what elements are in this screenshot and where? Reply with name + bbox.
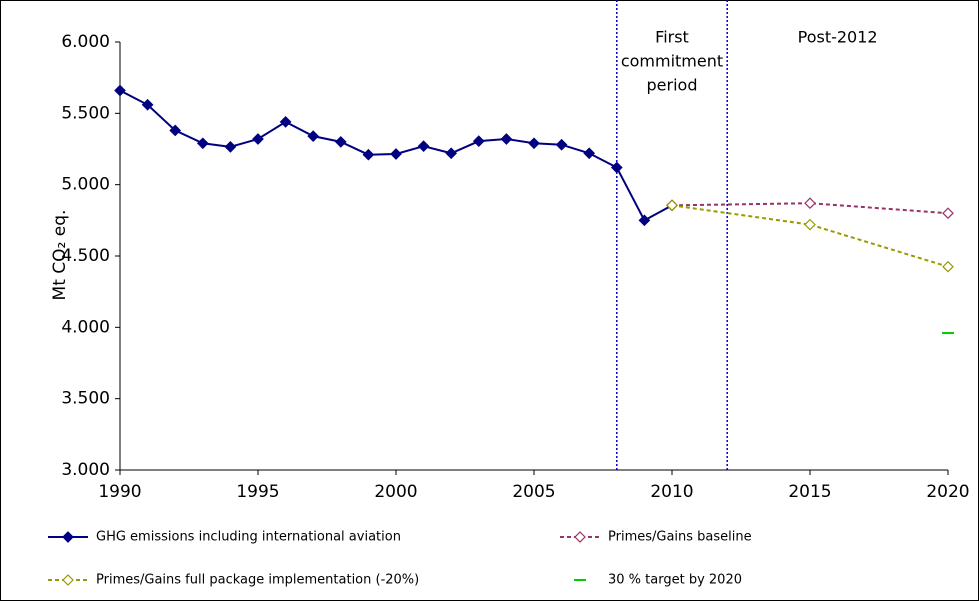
marker: [141, 98, 154, 111]
x-tick-label: 2010: [650, 482, 693, 502]
marker: [500, 133, 513, 145]
x-tick-label: 2005: [512, 482, 555, 502]
marker: [390, 148, 402, 160]
y-tick-label: 3.000: [61, 460, 110, 480]
y-tick-label: 4.500: [61, 246, 110, 266]
marker: [472, 135, 485, 148]
y-axis-label: Mt CO₂ eq.: [50, 210, 70, 301]
marker: [942, 260, 954, 273]
x-tick-label: 2000: [374, 482, 417, 502]
marker: [583, 147, 596, 160]
marker: [610, 161, 623, 174]
marker: [666, 199, 678, 212]
marker: [555, 138, 568, 151]
marker: [114, 84, 126, 97]
x-tick-label: 1990: [98, 482, 141, 502]
marker: [528, 137, 540, 150]
legend-label: Primes/Gains baseline: [608, 530, 752, 545]
annotation: period: [647, 76, 698, 95]
annotation: commitment: [621, 52, 723, 71]
marker: [279, 116, 292, 128]
marker: [169, 124, 182, 137]
y-tick-label: 5.000: [61, 175, 110, 195]
annotation: First: [655, 28, 689, 47]
marker: [334, 136, 347, 148]
marker: [224, 141, 237, 153]
marker: [362, 148, 375, 161]
marker: [638, 214, 651, 227]
x-tick-label: 1995: [236, 482, 279, 502]
marker: [307, 130, 320, 143]
marker: [804, 197, 816, 210]
y-tick-label: 4.000: [61, 317, 110, 337]
y-tick-label: 3.500: [61, 389, 110, 409]
marker: [445, 147, 458, 160]
marker: [196, 137, 209, 150]
legend-label: GHG emissions including international av…: [96, 530, 401, 545]
legend-marker: [574, 531, 586, 543]
x-tick-label: 2015: [788, 482, 831, 502]
marker: [804, 218, 816, 231]
x-tick-label: 2020: [926, 482, 969, 502]
legend-marker: [62, 531, 74, 543]
legend-label: Primes/Gains full package implementation…: [96, 573, 419, 588]
legend-marker: [62, 574, 74, 586]
y-tick-label: 6.000: [61, 32, 110, 52]
y-tick-label: 5.500: [61, 103, 110, 123]
marker: [252, 133, 264, 145]
marker: [942, 207, 954, 220]
marker: [417, 140, 430, 152]
annotation: Post-2012: [798, 28, 878, 47]
legend-label: 30 % target by 2020: [608, 573, 742, 588]
